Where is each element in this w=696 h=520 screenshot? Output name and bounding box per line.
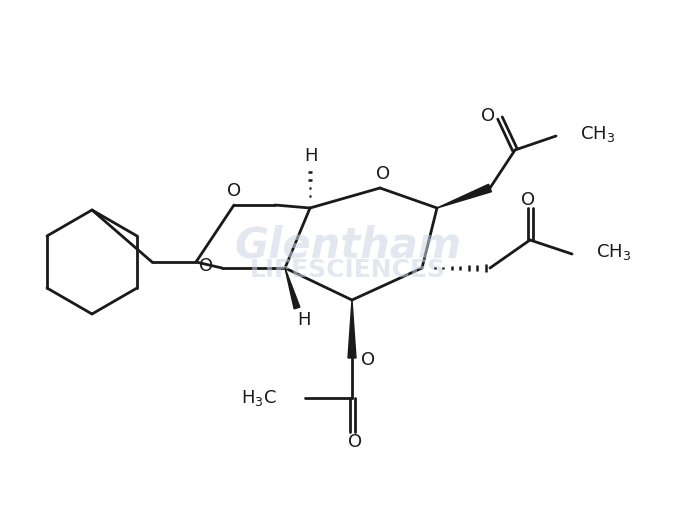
Text: O: O xyxy=(481,107,495,125)
Text: O: O xyxy=(521,191,535,209)
Text: O: O xyxy=(361,351,375,369)
Text: H: H xyxy=(297,311,310,329)
Text: CH$_3$: CH$_3$ xyxy=(580,124,615,144)
Text: O: O xyxy=(227,182,241,200)
Text: O: O xyxy=(348,433,362,451)
Text: LIFESCIENCES: LIFESCIENCES xyxy=(250,258,446,282)
Text: O: O xyxy=(199,257,213,275)
Text: CH$_3$: CH$_3$ xyxy=(596,242,631,262)
Text: H$_3$C: H$_3$C xyxy=(242,388,277,408)
Text: H: H xyxy=(304,147,318,165)
Polygon shape xyxy=(348,300,356,358)
Polygon shape xyxy=(437,184,491,208)
Text: Glentham: Glentham xyxy=(235,224,461,266)
Polygon shape xyxy=(285,268,300,309)
Text: O: O xyxy=(376,165,390,183)
